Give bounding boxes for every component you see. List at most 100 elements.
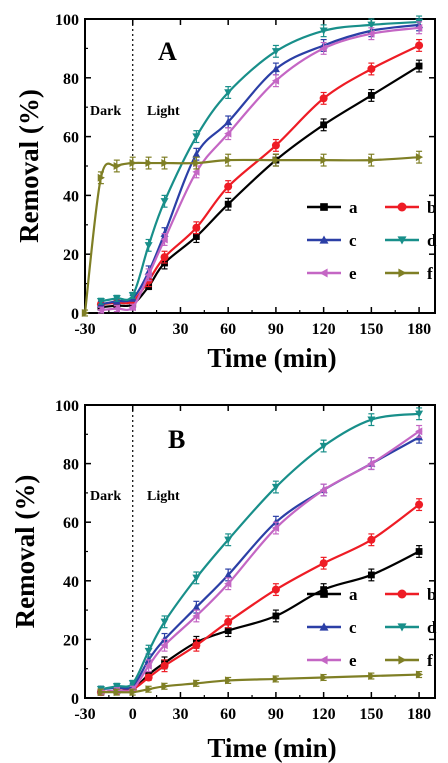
series-e-point bbox=[271, 524, 280, 533]
light-annotation: Light bbox=[147, 104, 180, 119]
series-a-point bbox=[192, 233, 200, 240]
x-tick-label: 60 bbox=[220, 706, 236, 723]
series-f-point bbox=[161, 682, 169, 691]
series-f-point bbox=[224, 156, 233, 165]
dark-annotation: Dark bbox=[90, 489, 121, 504]
series-b-point bbox=[367, 64, 376, 73]
series-d-point bbox=[192, 133, 201, 141]
legend-label-c: c bbox=[349, 231, 357, 250]
x-tick-label: -30 bbox=[74, 706, 95, 723]
legend-marker-f bbox=[398, 655, 407, 665]
series-d bbox=[96, 407, 424, 694]
legend-label-f: f bbox=[427, 651, 433, 670]
series-c-point bbox=[224, 117, 233, 126]
series-a-point bbox=[224, 200, 232, 208]
y-axis-title: Removal (%) bbox=[10, 475, 40, 629]
x-tick-label: 150 bbox=[359, 706, 383, 723]
series-a-point bbox=[415, 62, 423, 70]
series-a-point bbox=[320, 586, 328, 593]
series-f-point bbox=[193, 159, 201, 168]
series-a-point bbox=[367, 571, 375, 579]
x-tick-label: 30 bbox=[172, 706, 188, 723]
series-c-point bbox=[224, 570, 233, 579]
series-b-point bbox=[367, 535, 376, 544]
legend-label-f: f bbox=[427, 264, 433, 283]
series-d-point bbox=[367, 416, 376, 424]
series-c-point bbox=[192, 150, 201, 158]
x-axis-title: Time (min) bbox=[207, 343, 336, 373]
series-d-point bbox=[160, 198, 169, 206]
x-tick-label: 180 bbox=[407, 321, 431, 338]
series-f-point bbox=[415, 670, 424, 679]
series-b-point bbox=[319, 559, 328, 568]
series-f-point bbox=[224, 676, 233, 685]
series-d-point bbox=[96, 298, 105, 306]
series-d-point bbox=[192, 574, 201, 582]
series-f-point bbox=[320, 156, 328, 165]
series-a-point bbox=[224, 627, 232, 635]
series-f-point bbox=[97, 173, 105, 182]
series-d-point bbox=[319, 27, 328, 35]
series-f-point bbox=[272, 674, 280, 683]
y-tick-label: 40 bbox=[63, 188, 79, 205]
series-f bbox=[81, 150, 424, 317]
series-e-point bbox=[415, 23, 423, 32]
series-e-point bbox=[319, 485, 327, 494]
legend: a b c d e f bbox=[307, 585, 437, 670]
series-d-point bbox=[319, 442, 328, 451]
x-tick-label: 120 bbox=[312, 706, 336, 723]
y-tick-label: 20 bbox=[63, 632, 79, 649]
light-annotation: Light bbox=[147, 489, 180, 504]
series-b-point bbox=[160, 661, 169, 670]
legend-marker-c bbox=[319, 235, 329, 244]
x-tick-label: 60 bbox=[220, 321, 236, 338]
series-f-point bbox=[145, 159, 153, 168]
series-d-point bbox=[271, 483, 280, 492]
series-f-point bbox=[129, 159, 137, 168]
series-f-point bbox=[415, 153, 424, 162]
series-e bbox=[96, 21, 423, 315]
y-tick-label: 0 bbox=[71, 691, 79, 708]
legend-label-e: e bbox=[349, 651, 357, 670]
series-c bbox=[96, 430, 424, 693]
series-d-point bbox=[144, 242, 153, 250]
x-tick-label: 0 bbox=[129, 321, 137, 338]
series-d-point bbox=[367, 21, 376, 29]
series-d-point bbox=[112, 295, 121, 303]
series-d-point bbox=[224, 89, 233, 97]
series-d-point bbox=[271, 48, 280, 56]
legend-label-b: b bbox=[427, 198, 436, 217]
x-tick-label: 180 bbox=[407, 706, 431, 723]
series-a-point bbox=[272, 612, 280, 620]
y-tick-label: 100 bbox=[55, 398, 79, 415]
x-tick-label: 90 bbox=[268, 706, 284, 723]
legend-marker-a bbox=[320, 590, 328, 598]
legend-marker-b bbox=[397, 202, 407, 212]
legend-marker-d bbox=[397, 236, 407, 245]
series-e-point bbox=[96, 306, 105, 315]
series-e-point bbox=[112, 304, 121, 313]
series-b-point bbox=[192, 223, 201, 232]
series-e-point bbox=[367, 459, 375, 468]
series-f-point bbox=[97, 688, 105, 697]
series-d-point bbox=[224, 536, 233, 544]
series-f-point bbox=[145, 685, 153, 694]
x-tick-label: 120 bbox=[312, 321, 336, 338]
plot-frame bbox=[84, 404, 436, 699]
series-b-point bbox=[271, 141, 280, 150]
y-tick-label: 40 bbox=[63, 574, 79, 591]
legend-label-d: d bbox=[427, 231, 437, 250]
series-b-point bbox=[271, 585, 280, 594]
y-tick-label: 0 bbox=[71, 306, 79, 323]
series-e-point bbox=[192, 611, 200, 620]
series-a-point bbox=[320, 121, 328, 129]
series-b-point bbox=[415, 41, 424, 50]
legend-marker-e bbox=[319, 268, 328, 278]
series-c-point bbox=[271, 64, 280, 73]
series-d-point bbox=[128, 680, 137, 688]
series-e-point bbox=[271, 76, 280, 85]
legend-label-b: b bbox=[427, 585, 436, 604]
legend-label-a: a bbox=[349, 585, 358, 604]
y-tick-label: 20 bbox=[63, 247, 79, 264]
